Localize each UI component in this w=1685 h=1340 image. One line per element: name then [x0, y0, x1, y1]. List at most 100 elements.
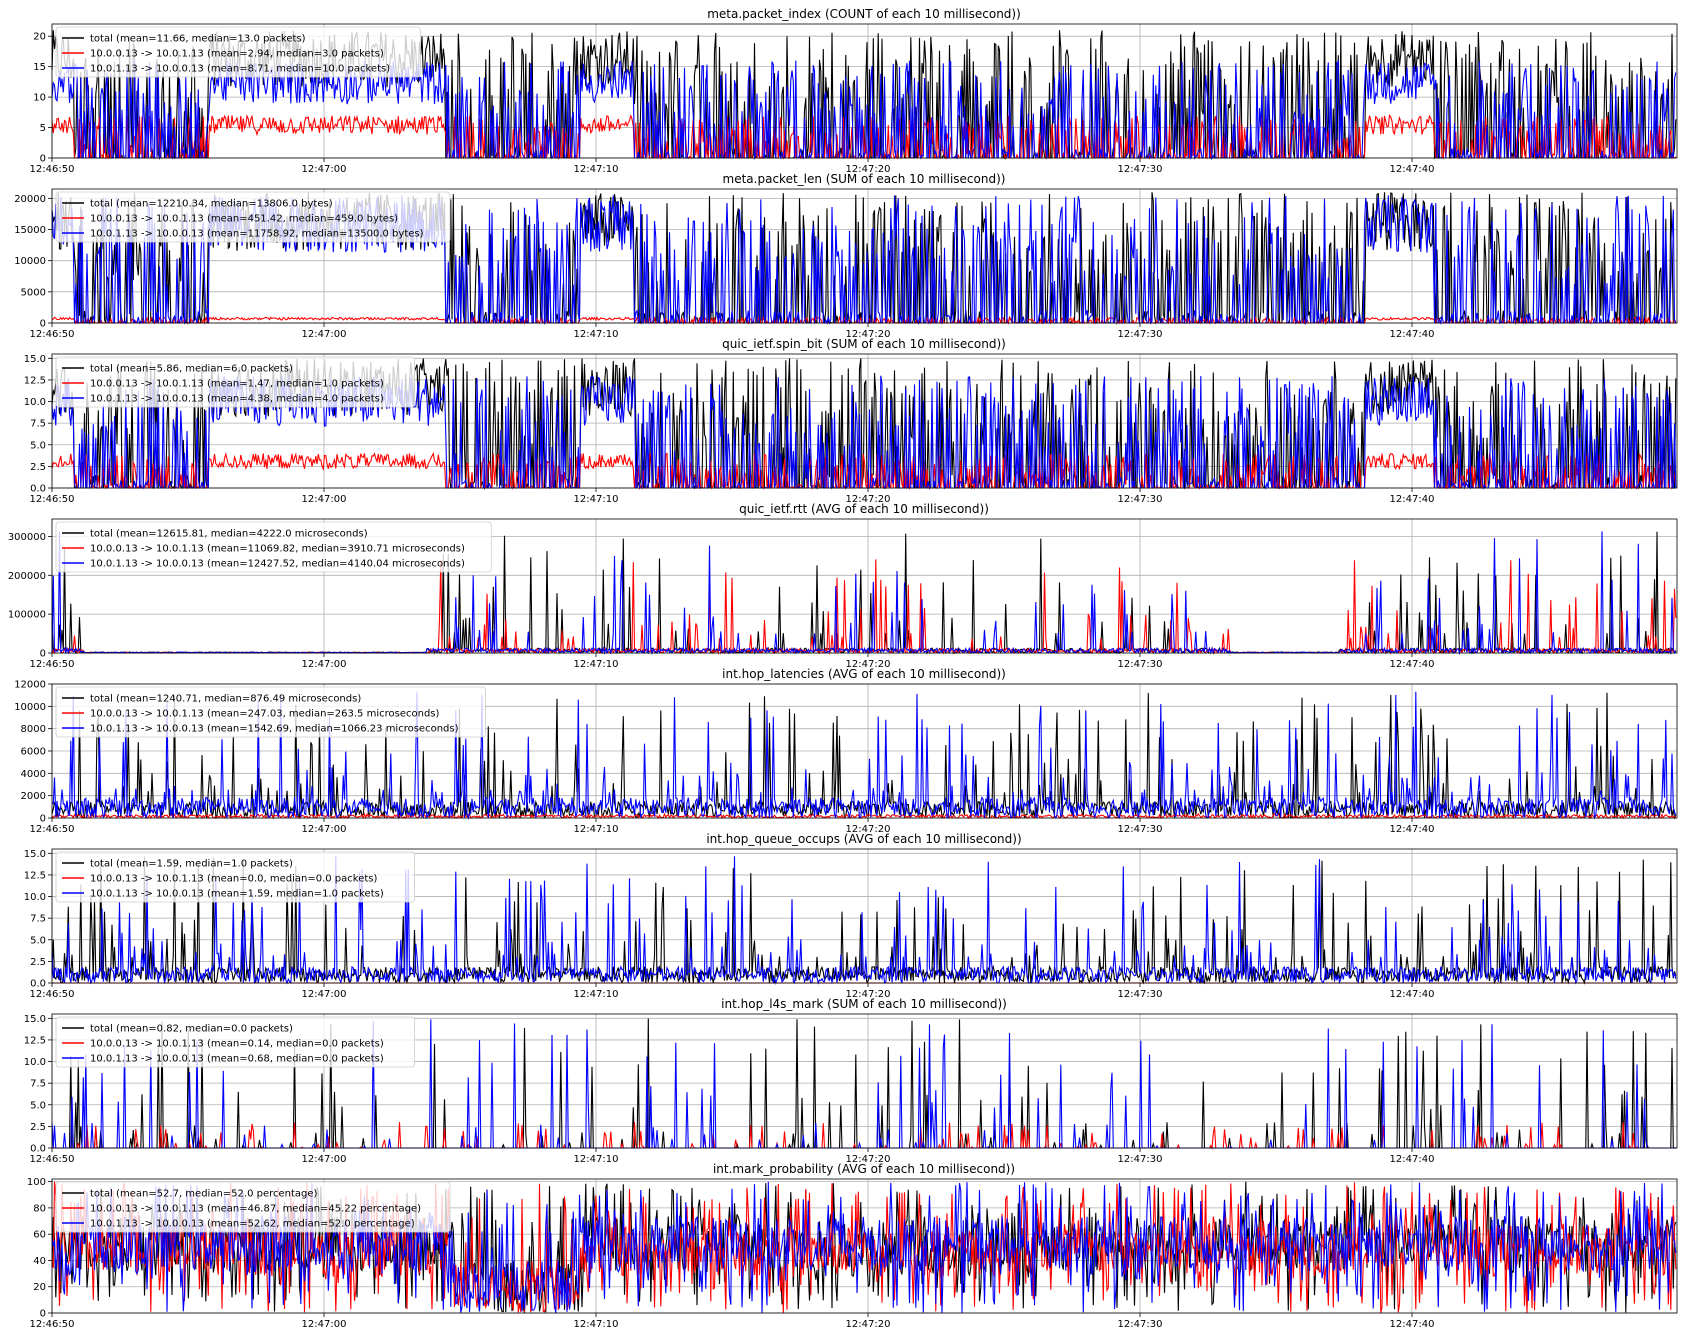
y-tick-label: 7.5 — [30, 419, 46, 430]
y-tick-label: 6000 — [21, 747, 46, 758]
x-tick-label: 12:47:10 — [574, 164, 619, 175]
x-tick-label: 12:47:40 — [1390, 494, 1435, 505]
legend: total (mean=5.86, median=6.0 packets) 10.… — [55, 356, 416, 408]
legend-frame — [55, 1016, 416, 1068]
subplot-title: int.hop_queue_occups (AVG of each 10 mil… — [706, 832, 1021, 846]
legend-frame — [55, 521, 492, 573]
x-tick-label: 12:47:20 — [846, 989, 891, 1000]
x-tick-label: 12:46:50 — [30, 989, 75, 1000]
y-tick-label: 12000 — [14, 680, 46, 691]
x-tick-label: 12:47:30 — [1118, 329, 1163, 340]
x-tick-label: 12:46:50 — [30, 659, 75, 670]
legend-entry: 10.0.0.13 -> 10.0.1.13 (mean=247.03, med… — [90, 709, 440, 720]
subplot-7: int.hop_l4s_mark (SUM of each 10 millise… — [24, 997, 1678, 1165]
legend-entry: total (mean=12615.81, median=4222.0 micr… — [90, 529, 368, 540]
y-tick-label: 20000 — [14, 194, 46, 205]
y-tick-label: 12.5 — [24, 1035, 46, 1046]
legend-frame — [55, 356, 416, 408]
legend-entry: 10.0.0.13 -> 10.0.1.13 (mean=0.0, median… — [90, 874, 377, 885]
series-line-3 — [51, 691, 1677, 820]
y-tick-label: 2.5 — [30, 957, 46, 968]
y-tick-label: 10.0 — [24, 1057, 46, 1068]
legend: total (mean=1.59, median=1.0 packets) 10.… — [55, 851, 416, 903]
x-tick-label: 12:47:00 — [302, 1319, 347, 1330]
legend-entry: 10.0.1.13 -> 10.0.0.13 (mean=0.68, media… — [90, 1054, 384, 1065]
plot-frame — [51, 1178, 1678, 1314]
x-tick-label: 12:47:20 — [846, 329, 891, 340]
legend-entry: 10.0.0.13 -> 10.0.1.13 (mean=451.42, med… — [90, 214, 398, 225]
subplot-title: int.mark_probability (AVG of each 10 mil… — [713, 1162, 1015, 1176]
subplot-3: quic_ietf.spin_bit (SUM of each 10 milli… — [24, 337, 1678, 505]
x-tick-label: 12:47:10 — [574, 1154, 619, 1165]
x-tick-label: 12:46:50 — [30, 1319, 75, 1330]
y-tick-label: 15.0 — [24, 849, 46, 860]
legend-entry: 10.0.1.13 -> 10.0.0.13 (mean=52.62, medi… — [90, 1219, 415, 1230]
legend-frame — [55, 686, 486, 738]
legend-entry: 10.0.0.13 -> 10.0.1.13 (mean=0.14, media… — [90, 1039, 384, 1050]
x-tick-label: 12:47:30 — [1118, 659, 1163, 670]
x-tick-label: 12:47:10 — [574, 329, 619, 340]
plot-frame — [51, 518, 1678, 654]
series-line-2 — [51, 1181, 1677, 1314]
x-tick-label: 12:47:40 — [1390, 329, 1435, 340]
y-tick-label: 4000 — [21, 769, 46, 780]
y-tick-label: 15.0 — [24, 354, 46, 365]
x-tick-label: 12:47:20 — [846, 1319, 891, 1330]
x-tick-label: 12:47:10 — [574, 989, 619, 1000]
legend-entry: 10.0.0.13 -> 10.0.1.13 (mean=2.94, media… — [90, 49, 384, 60]
legend-entry: total (mean=12210.34, median=13806.0 byt… — [90, 199, 333, 210]
legend: total (mean=12210.34, median=13806.0 byt… — [55, 191, 451, 243]
y-tick-label: 0.0 — [30, 1144, 46, 1155]
x-tick-label: 12:47:30 — [1118, 494, 1163, 505]
x-tick-label: 12:47:30 — [1118, 1154, 1163, 1165]
y-tick-label: 0 — [40, 1309, 46, 1320]
legend-entry: total (mean=1.59, median=1.0 packets) — [90, 859, 293, 870]
x-tick-label: 12:46:50 — [30, 824, 75, 835]
legend-entry: 10.0.1.13 -> 10.0.0.13 (mean=8.71, media… — [90, 64, 390, 75]
y-tick-label: 12.5 — [24, 870, 46, 881]
y-tick-label: 0 — [40, 154, 46, 165]
x-tick-label: 12:47:00 — [302, 494, 347, 505]
x-tick-label: 12:47:20 — [846, 1154, 891, 1165]
y-tick-label: 300000 — [8, 532, 46, 543]
subplot-title: meta.packet_len (SUM of each 10 millisec… — [723, 172, 1006, 186]
x-tick-label: 12:47:00 — [302, 989, 347, 1000]
subplot-title: int.hop_latencies (AVG of each 10 millis… — [722, 667, 1006, 681]
y-tick-label: 10000 — [14, 256, 46, 267]
legend-entry: total (mean=5.86, median=6.0 packets) — [90, 364, 293, 375]
x-tick-label: 12:47:00 — [302, 659, 347, 670]
y-tick-label: 10000 — [14, 702, 46, 713]
y-tick-label: 7.5 — [30, 1079, 46, 1090]
x-tick-label: 12:47:20 — [846, 494, 891, 505]
legend-entry: total (mean=0.82, median=0.0 packets) — [90, 1024, 293, 1035]
x-tick-label: 12:47:00 — [302, 329, 347, 340]
x-tick-label: 12:47:30 — [1118, 164, 1163, 175]
legend-frame — [55, 851, 416, 903]
y-tick-label: 5.0 — [30, 1100, 46, 1111]
x-tick-label: 12:47:40 — [1390, 824, 1435, 835]
y-tick-label: 20 — [33, 1282, 46, 1293]
subplot-title: int.hop_l4s_mark (SUM of each 10 millise… — [721, 997, 1007, 1011]
y-tick-label: 2000 — [21, 791, 46, 802]
legend-entry: 10.0.0.13 -> 10.0.1.13 (mean=46.87, medi… — [90, 1204, 421, 1215]
x-tick-label: 12:46:50 — [30, 494, 75, 505]
y-tick-label: 0.0 — [30, 484, 46, 495]
legend: total (mean=52.7, median=52.0 percentage… — [55, 1181, 451, 1233]
y-tick-label: 40 — [33, 1256, 46, 1267]
x-tick-label: 12:47:20 — [846, 824, 891, 835]
x-tick-label: 12:47:10 — [574, 824, 619, 835]
y-tick-label: 60 — [33, 1230, 46, 1241]
y-tick-label: 0 — [40, 814, 46, 825]
legend-entry: 10.0.1.13 -> 10.0.0.13 (mean=1.59, media… — [90, 889, 384, 900]
y-tick-label: 10.0 — [24, 892, 46, 903]
y-tick-label: 0 — [40, 649, 46, 660]
y-tick-label: 0.0 — [30, 979, 46, 990]
y-tick-label: 15.0 — [24, 1014, 46, 1025]
series-line-3 — [51, 531, 1677, 656]
y-tick-label: 2.5 — [30, 1122, 46, 1133]
x-tick-label: 12:47:20 — [846, 659, 891, 670]
plot-frame — [51, 848, 1678, 984]
x-tick-label: 12:47:30 — [1118, 1319, 1163, 1330]
legend-entry: total (mean=1240.71, median=876.49 micro… — [90, 694, 361, 705]
